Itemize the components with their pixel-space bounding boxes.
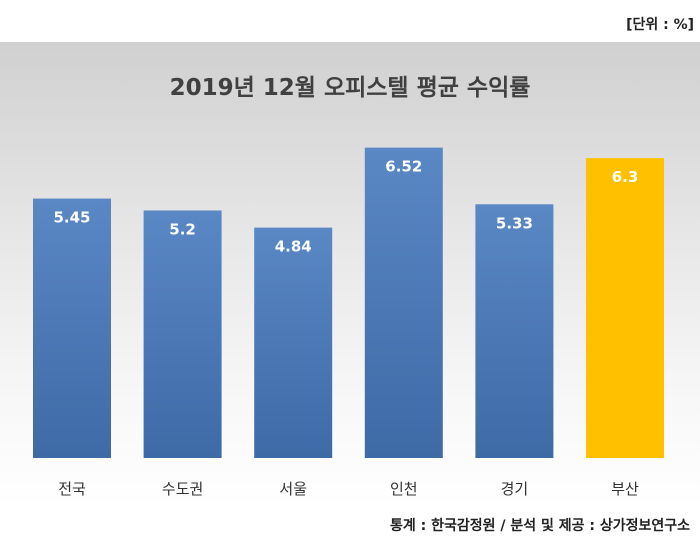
data-label-서울: 4.84: [275, 238, 312, 256]
bar-부산: [586, 158, 664, 458]
bar-서울: [254, 227, 333, 458]
data-label-부산: 6.3: [612, 168, 639, 186]
bar-전국: [33, 198, 111, 458]
category-label-서울: 서울: [279, 480, 307, 498]
category-label-부산: 부산: [611, 480, 639, 498]
bar-경기: [475, 204, 554, 458]
chart-title: 2019년 12월 오피스텔 평균 수익률: [169, 75, 531, 101]
category-label-경기: 경기: [501, 480, 529, 498]
category-label-전국: 전국: [58, 480, 86, 498]
data-label-수도권: 5.2: [169, 220, 196, 238]
data-label-전국: 5.45: [53, 209, 90, 227]
data-label-인천: 6.52: [385, 158, 422, 176]
unit-label: [단위 : %]: [626, 17, 694, 33]
bar-인천: [364, 147, 443, 458]
category-label-인천: 인천: [390, 480, 418, 498]
source-label: 통계 : 한국감정원 / 분석 및 제공 : 상가정보연구소: [389, 518, 690, 534]
bar-수도권: [143, 210, 222, 458]
category-label-수도권: 수도권: [162, 480, 203, 498]
data-label-경기: 5.33: [496, 214, 533, 232]
chart-background: [0, 42, 700, 507]
